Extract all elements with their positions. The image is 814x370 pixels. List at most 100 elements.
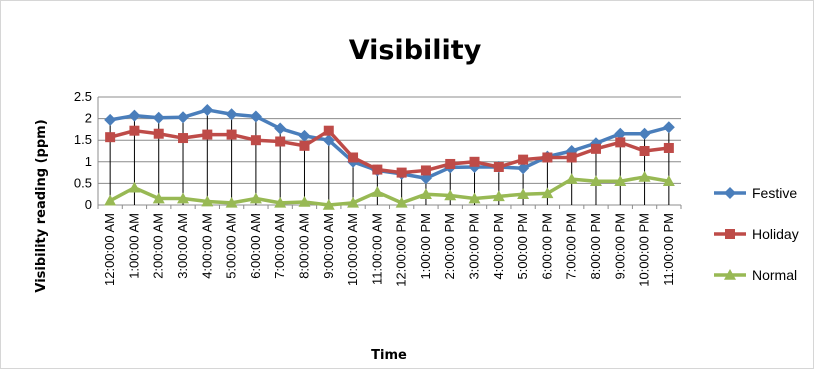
data-point bbox=[541, 187, 554, 199]
legend-item: Holiday bbox=[714, 226, 799, 242]
data-point bbox=[638, 127, 651, 140]
data-point bbox=[662, 121, 675, 134]
x-tick-label: 11:00:00 AM bbox=[369, 213, 384, 285]
data-point bbox=[492, 190, 505, 202]
x-tick-label: 10:00:00 AM bbox=[345, 213, 360, 286]
x-tick-label: 12:00:00 AM bbox=[102, 213, 117, 286]
data-point bbox=[566, 152, 577, 163]
x-tick-label: 4:00:00 AM bbox=[199, 213, 214, 279]
x-tick-label: 2:00:00 PM bbox=[442, 213, 457, 280]
data-point bbox=[419, 188, 432, 199]
legend-label: Normal bbox=[752, 267, 797, 283]
data-point bbox=[201, 195, 214, 207]
data-point bbox=[322, 134, 335, 147]
data-point bbox=[249, 192, 262, 204]
data-point bbox=[725, 229, 735, 239]
x-tick-label: 7:00:00 PM bbox=[564, 213, 579, 280]
data-point bbox=[225, 196, 238, 208]
data-point bbox=[663, 142, 674, 153]
data-point bbox=[152, 192, 165, 204]
series-line bbox=[109, 108, 670, 180]
data-point bbox=[298, 195, 311, 207]
x-tick-label: 7:00:00 AM bbox=[272, 213, 287, 279]
x-tick-label: 12:00:00 PM bbox=[394, 213, 409, 287]
data-point bbox=[724, 269, 736, 280]
x-tick-label: 10:00:00 PM bbox=[637, 213, 652, 287]
y-axis-title: Visibility reading (ppm) bbox=[34, 119, 49, 292]
data-point bbox=[662, 175, 675, 187]
y-tick-label: 0.5 bbox=[74, 175, 92, 190]
data-point bbox=[420, 165, 431, 176]
x-tick-label: 11:00:00 PM bbox=[661, 213, 676, 286]
data-point bbox=[724, 187, 736, 199]
data-point bbox=[249, 110, 262, 123]
data-point bbox=[518, 154, 529, 165]
x-tick-label: 3:00:00 AM bbox=[175, 213, 190, 279]
data-point bbox=[323, 125, 334, 136]
legend-item: Normal bbox=[714, 267, 797, 283]
data-point bbox=[177, 192, 190, 204]
data-point bbox=[274, 196, 287, 208]
drop-lines bbox=[109, 109, 670, 205]
legend-item: Festive bbox=[714, 185, 797, 201]
data-point bbox=[395, 196, 408, 208]
x-tick-label: 8:00:00 PM bbox=[588, 213, 603, 280]
y-tick-label: 1 bbox=[85, 154, 92, 169]
data-point bbox=[104, 113, 117, 126]
y-tick-label: 2 bbox=[85, 111, 92, 126]
data-point bbox=[542, 152, 553, 163]
x-tick-label: 1:00:00 AM bbox=[126, 213, 141, 279]
x-tick-labels: 12:00:00 AM 1:00:00 AM 2:00:00 AM 3:00:00 A… bbox=[102, 213, 676, 287]
data-point bbox=[517, 162, 530, 175]
series-holiday bbox=[105, 125, 674, 178]
x-axis-title: Time bbox=[371, 348, 407, 363]
x-tick-label: 5:00:00 AM bbox=[224, 213, 239, 279]
legend: Festive Holiday Normal bbox=[714, 185, 799, 283]
data-point bbox=[250, 135, 261, 146]
data-point bbox=[372, 164, 383, 175]
x-tick-label: 6:00:00 AM bbox=[248, 213, 263, 279]
x-tick-label: 6:00:00 PM bbox=[539, 213, 554, 280]
x-tick-label: 5:00:00 PM bbox=[515, 213, 530, 280]
data-point bbox=[347, 196, 360, 208]
data-point bbox=[322, 199, 335, 210]
axes bbox=[97, 97, 682, 209]
data-point bbox=[614, 127, 627, 140]
data-point bbox=[590, 143, 601, 154]
data-point bbox=[298, 129, 311, 142]
data-point bbox=[128, 109, 141, 122]
data-point bbox=[445, 158, 456, 169]
legend-label: Holiday bbox=[752, 226, 799, 242]
data-point bbox=[275, 136, 286, 147]
x-tick-label: 9:00:00 AM bbox=[321, 213, 336, 279]
data-point bbox=[517, 188, 530, 199]
data-point bbox=[493, 161, 504, 172]
data-point bbox=[565, 173, 578, 184]
y-tick-labels: 0 0.5 1 1.5 2 2.5 bbox=[74, 89, 92, 212]
data-point bbox=[468, 192, 481, 204]
data-point bbox=[638, 170, 651, 182]
x-tick-label: 4:00:00 PM bbox=[491, 213, 506, 280]
y-tick-label: 2.5 bbox=[74, 89, 92, 104]
data-point bbox=[152, 111, 165, 124]
data-point bbox=[299, 140, 310, 151]
data-point bbox=[589, 175, 602, 187]
data-point bbox=[396, 167, 407, 178]
x-tick-label: 9:00:00 PM bbox=[612, 213, 627, 280]
data-point bbox=[615, 137, 626, 148]
data-point bbox=[105, 132, 116, 143]
data-point bbox=[444, 189, 457, 201]
series-line bbox=[109, 175, 670, 207]
data-point bbox=[177, 111, 190, 124]
x-tick-label: 3:00:00 PM bbox=[467, 213, 482, 280]
data-point bbox=[274, 122, 287, 135]
x-tick-label: 8:00:00 AM bbox=[296, 213, 311, 279]
legend-label: Festive bbox=[752, 185, 797, 201]
data-point bbox=[201, 103, 214, 116]
data-point bbox=[225, 108, 238, 121]
data-point bbox=[371, 186, 384, 197]
x-tick-label: 2:00:00 AM bbox=[151, 213, 166, 279]
series-layer bbox=[104, 103, 675, 210]
